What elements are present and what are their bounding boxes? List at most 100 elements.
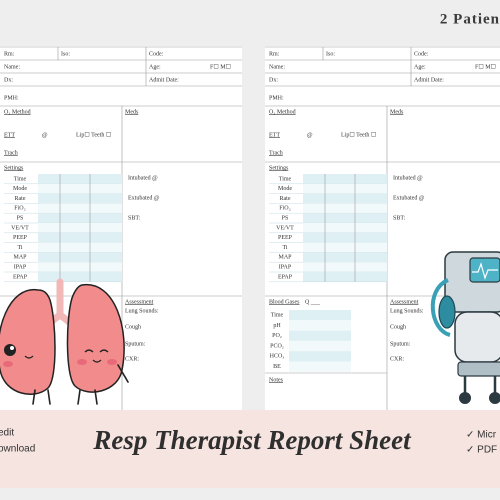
code: Code: xyxy=(149,51,164,57)
extubated: Extubated @ xyxy=(393,195,425,201)
sbt: SBT: xyxy=(393,215,406,221)
lung-sounds: Lung Sounds: xyxy=(125,308,159,314)
settings-cell xyxy=(303,193,387,204)
rm: Rm: xyxy=(269,51,280,57)
settings-cell xyxy=(38,183,122,194)
settings-cell xyxy=(303,223,387,233)
rm: Rm: xyxy=(4,51,15,57)
settings-rows-: PEEP xyxy=(278,235,293,241)
banner-left-2: ownload xyxy=(0,444,35,455)
gas-rows-: PCO₂ xyxy=(270,343,284,349)
at: @ xyxy=(307,132,313,138)
lip: Lip☐ Teeth ☐ xyxy=(341,131,376,138)
settings: Settings xyxy=(4,165,24,171)
o: O₂ Method xyxy=(4,109,31,115)
gas-cell xyxy=(289,340,351,352)
sex: F☐ M☐ xyxy=(210,63,231,70)
settings-rows-: EPAP xyxy=(278,274,293,280)
settings-cell xyxy=(303,262,387,272)
settings-rows-: FiO₂ xyxy=(279,206,290,212)
at: @ xyxy=(42,132,48,138)
settings-rows-: PS xyxy=(282,215,289,221)
iso: Iso: xyxy=(61,51,70,57)
blood-gases: Blood Gases xyxy=(269,299,300,305)
settings-cell xyxy=(303,232,387,243)
pmh: PMH: xyxy=(4,95,19,101)
gas-cell xyxy=(289,351,351,362)
sbt: SBT: xyxy=(128,215,141,221)
settings-cell xyxy=(303,183,387,194)
settings-rows-: Rate xyxy=(280,196,291,202)
banner-title: Resp Therapist Report Sheet xyxy=(92,425,412,455)
badge: 2 Patien xyxy=(440,11,500,27)
settings-rows-: EPAP xyxy=(13,274,28,280)
settings-cell xyxy=(303,272,387,282)
settings-rows-: Mode xyxy=(13,186,27,192)
cough: Cough xyxy=(125,324,141,330)
settings-cell xyxy=(38,232,122,243)
gas-rows-: BE xyxy=(273,364,281,370)
settings-cell xyxy=(38,242,122,253)
name: Name: xyxy=(4,64,20,70)
settings-rows-: VE/VT xyxy=(11,225,29,231)
cxr: CXR: xyxy=(390,356,404,362)
settings-cell xyxy=(303,242,387,253)
pmh: PMH: xyxy=(269,95,284,101)
settings: Settings xyxy=(269,165,289,171)
sheet: Rm: Iso: Code: Name: Age: F☐ M☐ Dx: Admit Date:… xyxy=(265,46,500,410)
settings-rows-: Ti xyxy=(282,245,287,251)
settings-cell xyxy=(303,213,387,223)
o: O₂ Method xyxy=(269,109,296,115)
settings-cell xyxy=(38,203,122,214)
settings-cell xyxy=(38,272,122,282)
sputum: Sputum: xyxy=(390,341,411,347)
settings-rows-: MAP xyxy=(278,255,292,261)
iso: Iso: xyxy=(326,51,335,57)
settings-cell xyxy=(38,174,122,184)
sheets: Rm: Iso: Code: Name: Age: F☐ M☐ Dx: Admit Date:… xyxy=(0,46,500,410)
cough: Cough xyxy=(390,324,406,330)
settings-rows-: Ti xyxy=(17,245,22,251)
settings-rows-: PS xyxy=(17,215,24,221)
meds: Meds xyxy=(125,109,139,115)
sex: F☐ M☐ xyxy=(475,63,496,70)
gas-rows-: HCO₃ xyxy=(270,354,285,360)
admit: Admit Date: xyxy=(149,77,179,83)
dx: Dx: xyxy=(4,77,13,83)
settings-cell xyxy=(38,223,122,233)
gas-cell xyxy=(289,361,351,372)
settings-rows-: FiO₂ xyxy=(14,206,25,212)
name: Name: xyxy=(269,64,285,70)
ventilator-illustration xyxy=(430,251,500,404)
banner-right-2: ✓ PDF xyxy=(466,445,497,456)
gas-cell xyxy=(289,330,351,341)
dx: Dx: xyxy=(269,77,278,83)
settings-rows-: IPAP xyxy=(14,264,27,270)
settings-rows-: Time xyxy=(279,176,292,182)
banner-left-1: edit xyxy=(0,428,14,439)
settings-rows-: PEEP xyxy=(13,235,28,241)
gas-cell xyxy=(289,320,351,331)
meds: Meds xyxy=(390,109,404,115)
assessment: Assessment xyxy=(390,299,419,305)
assessment: Assessment xyxy=(125,299,154,305)
settings-cell xyxy=(38,262,122,272)
notes: Notes xyxy=(269,377,284,383)
settings-cell xyxy=(38,193,122,204)
admit: Admit Date: xyxy=(414,77,444,83)
cxr: CXR: xyxy=(125,356,139,362)
lip: Lip☐ Teeth ☐ xyxy=(76,131,111,138)
settings-rows-: Time xyxy=(14,176,27,182)
gas-rows-: pH xyxy=(273,323,281,329)
code: Code: xyxy=(414,51,429,57)
settings-rows-: IPAP xyxy=(279,264,292,270)
ett: ETT xyxy=(269,132,280,138)
ett: ETT xyxy=(4,132,15,138)
lung-sounds: Lung Sounds: xyxy=(390,308,424,314)
age: Age: xyxy=(414,64,426,70)
sputum: Sputum: xyxy=(125,341,146,347)
settings-rows-: Rate xyxy=(15,196,26,202)
settings-cell xyxy=(303,252,387,263)
intubated: Intubated @ xyxy=(393,175,423,181)
